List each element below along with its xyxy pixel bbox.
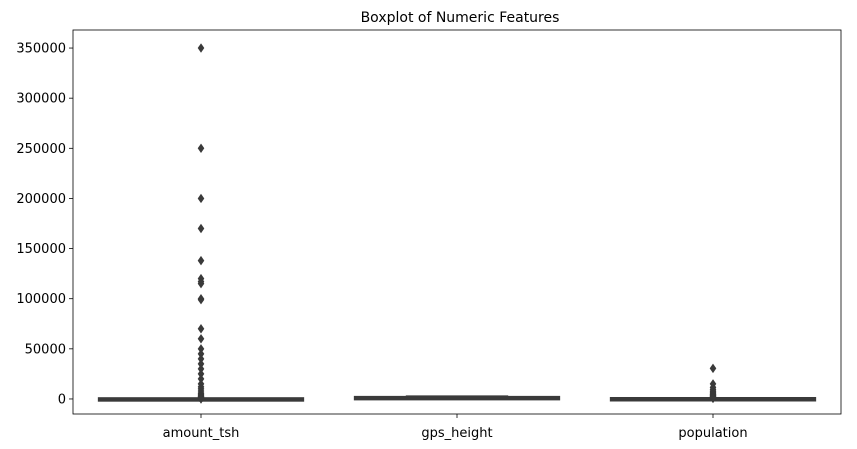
- y-tick-label: 100000: [16, 292, 66, 307]
- outlier-point: [197, 294, 205, 305]
- outlier-point: [197, 334, 205, 344]
- outlier-point: [197, 223, 205, 234]
- outlier-point: [197, 278, 205, 289]
- outlier-point: [197, 43, 205, 53]
- y-tick-label: 350000: [16, 42, 66, 57]
- outlier-point: [197, 324, 205, 334]
- x-tick-label: gps_height: [421, 426, 492, 441]
- outlier-point: [197, 255, 205, 266]
- chart-title: Boxplot of Numeric Features: [361, 10, 560, 26]
- boxes: [97, 43, 817, 404]
- y-tick-label: 150000: [16, 242, 66, 257]
- y-tick-label: 50000: [25, 342, 66, 357]
- outlier-point: [709, 363, 717, 374]
- x-tick-label: amount_tsh: [163, 426, 240, 441]
- outlier-point: [197, 394, 205, 404]
- y-tick-label: 200000: [16, 192, 66, 207]
- outlier-point: [709, 393, 717, 404]
- x-axis: amount_tsh gps_height population: [163, 414, 748, 441]
- y-tick-label: 0: [58, 392, 66, 407]
- outlier-point: [197, 193, 205, 204]
- y-axis: 0 50000 100000 150000 200000 250000 300000 3500…: [16, 42, 73, 407]
- x-tick-label: population: [678, 426, 747, 441]
- y-tick-label: 250000: [16, 142, 66, 157]
- outlier-point: [197, 143, 205, 154]
- y-tick-label: 300000: [16, 92, 66, 107]
- plot-area: [72, 29, 842, 415]
